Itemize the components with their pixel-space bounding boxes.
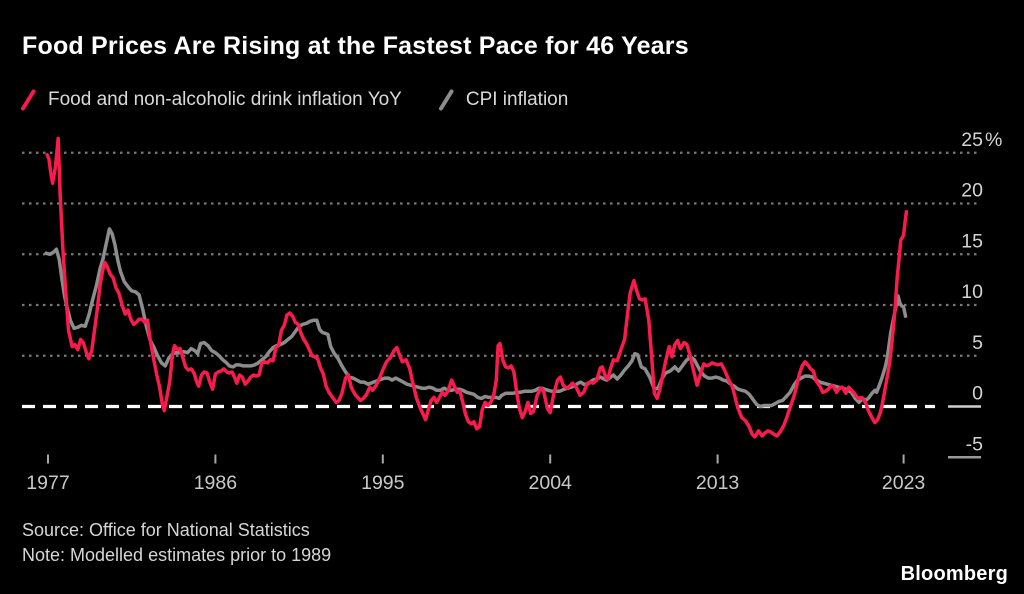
y-axis-label-20: 20 [961, 180, 983, 202]
x-axis-label-1977: 1977 [26, 472, 69, 494]
x-axis-label-1995: 1995 [361, 472, 405, 494]
y-axis-label-15: 15 [961, 230, 983, 252]
source-text: Source: Office for National Statistics [22, 520, 310, 540]
x-axis-label-2004: 2004 [529, 472, 573, 494]
y-axis-label-25: 25 [961, 129, 983, 151]
y-axis-label-10: 10 [961, 281, 983, 303]
y-axis-label--5: -5 [966, 433, 983, 455]
bloomberg-logo: Bloomberg [900, 563, 1008, 585]
x-axis-label-2023: 2023 [882, 472, 925, 494]
legend-item-label: Food and non-alcoholic drink inflation Y… [48, 89, 402, 110]
cpi-inflation-line [44, 227, 908, 409]
legend-item-food: Food and non-alcoholic drink inflation Y… [20, 88, 402, 112]
cpi-line-icon [438, 89, 454, 111]
y-axis-label-5: 5 [972, 332, 983, 354]
note-text: Note: Modelled estimates prior to 1989 [22, 545, 332, 565]
y-axis-unit-suffix: % [985, 129, 1002, 151]
food-line-icon [21, 89, 36, 111]
y-axis-label-0: 0 [972, 383, 983, 405]
x-axis-label-2013: 2013 [696, 472, 739, 494]
legend-item-label: CPI inflation [465, 89, 569, 110]
legend: Food and non-alcoholic drink inflation Y… [20, 88, 568, 112]
page-title: Food Prices Are Rising at the Fastest Pa… [22, 32, 689, 60]
footer-notes: Source: Office for National Statistics N… [22, 518, 331, 568]
x-axis-label-1986: 1986 [194, 472, 237, 494]
legend-item-cpi: CPI inflation [438, 88, 568, 112]
food-inflation-line [45, 136, 909, 439]
